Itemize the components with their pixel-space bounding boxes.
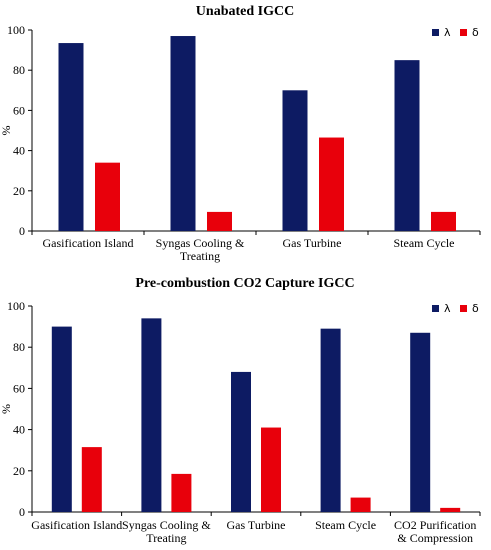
y-tick-label: 100 bbox=[7, 23, 25, 37]
x-tick-label: Steam Cycle bbox=[394, 236, 455, 250]
y-tick-label: 40 bbox=[13, 423, 25, 437]
x-tick-label: Gasification Island bbox=[31, 518, 122, 532]
chart-1: Unabated IGCC 0 20 40 60 80 100% Gasification I… bbox=[0, 4, 481, 263]
bar-delta bbox=[440, 507, 461, 512]
chart-2: Pre-combustion CO2 Capture IGCC 0 20 40 60 80… bbox=[0, 276, 481, 545]
bar-delta bbox=[207, 211, 232, 231]
x-tick-label-line: Treating bbox=[180, 249, 220, 263]
x-tick-label-line: Syngas Cooling & bbox=[122, 518, 211, 532]
y-axis-label: % bbox=[0, 126, 13, 136]
legend-label: δ bbox=[472, 302, 479, 315]
bar-lambda bbox=[170, 36, 196, 231]
y-tick-label: 80 bbox=[13, 340, 25, 354]
legend-label: λ bbox=[444, 302, 451, 315]
bar-delta bbox=[431, 211, 456, 231]
bar-lambda bbox=[141, 318, 162, 512]
chart-title: Pre-combustion CO2 Capture IGCC bbox=[135, 276, 354, 291]
x-tick-label-line: CO2 Purification bbox=[394, 518, 476, 532]
y-tick-label: 40 bbox=[13, 144, 25, 158]
bar-lambda bbox=[282, 90, 308, 231]
x-tick-label-line: Gas Turbine bbox=[282, 236, 341, 250]
bar-lambda bbox=[231, 371, 251, 512]
x-tick-label: Gas Turbine bbox=[282, 236, 341, 250]
bar-delta bbox=[171, 473, 192, 512]
bar-delta bbox=[261, 427, 281, 512]
bar-lambda bbox=[394, 60, 420, 232]
bar-delta bbox=[95, 162, 120, 231]
x-tick-label: CO2 Purification & Compression bbox=[394, 518, 476, 545]
x-tick-label-line: Steam Cycle bbox=[394, 236, 455, 250]
y-tick-label: 60 bbox=[13, 103, 25, 117]
y-tick-label: 100 bbox=[7, 299, 25, 313]
y-tick-label: 20 bbox=[13, 184, 25, 198]
bar-delta bbox=[81, 447, 102, 512]
chart-title: Unabated IGCC bbox=[196, 4, 294, 19]
legend-label: δ bbox=[472, 26, 479, 39]
legend-swatch bbox=[460, 305, 467, 312]
bar-lambda bbox=[320, 328, 341, 512]
y-tick-label: 0 bbox=[19, 505, 25, 519]
y-tick-label: 20 bbox=[13, 464, 25, 478]
legend-swatch bbox=[432, 29, 439, 36]
legend-label: λ bbox=[444, 26, 451, 39]
y-axis-label: % bbox=[0, 404, 13, 414]
x-tick-label-line: Treating bbox=[146, 531, 186, 545]
x-tick-label: Syngas Cooling & Treating bbox=[122, 518, 211, 545]
y-tick-label: 80 bbox=[13, 63, 25, 77]
x-tick-label-line: Steam Cycle bbox=[315, 518, 376, 532]
legend-swatch bbox=[460, 29, 467, 36]
x-tick-label-line: & Compression bbox=[397, 531, 473, 545]
bar-delta bbox=[350, 497, 371, 512]
legend-swatch bbox=[432, 305, 439, 312]
bar-delta bbox=[319, 137, 344, 231]
bar-lambda bbox=[410, 332, 431, 512]
y-tick-label: 60 bbox=[13, 381, 25, 395]
x-tick-label-line: Gasification Island bbox=[31, 518, 122, 532]
x-tick-label: Gasification Island bbox=[43, 236, 134, 250]
x-tick-label-line: Syngas Cooling & bbox=[156, 236, 245, 250]
x-tick-label-line: Gas Turbine bbox=[226, 518, 285, 532]
y-tick-label: 0 bbox=[19, 224, 25, 238]
x-tick-label: Steam Cycle bbox=[315, 518, 376, 532]
bar-lambda bbox=[51, 326, 72, 512]
x-tick-label: Gas Turbine bbox=[226, 518, 285, 532]
x-tick-label: Syngas Cooling & Treating bbox=[156, 236, 245, 263]
bar-lambda bbox=[58, 43, 84, 231]
x-tick-label-line: Gasification Island bbox=[43, 236, 134, 250]
